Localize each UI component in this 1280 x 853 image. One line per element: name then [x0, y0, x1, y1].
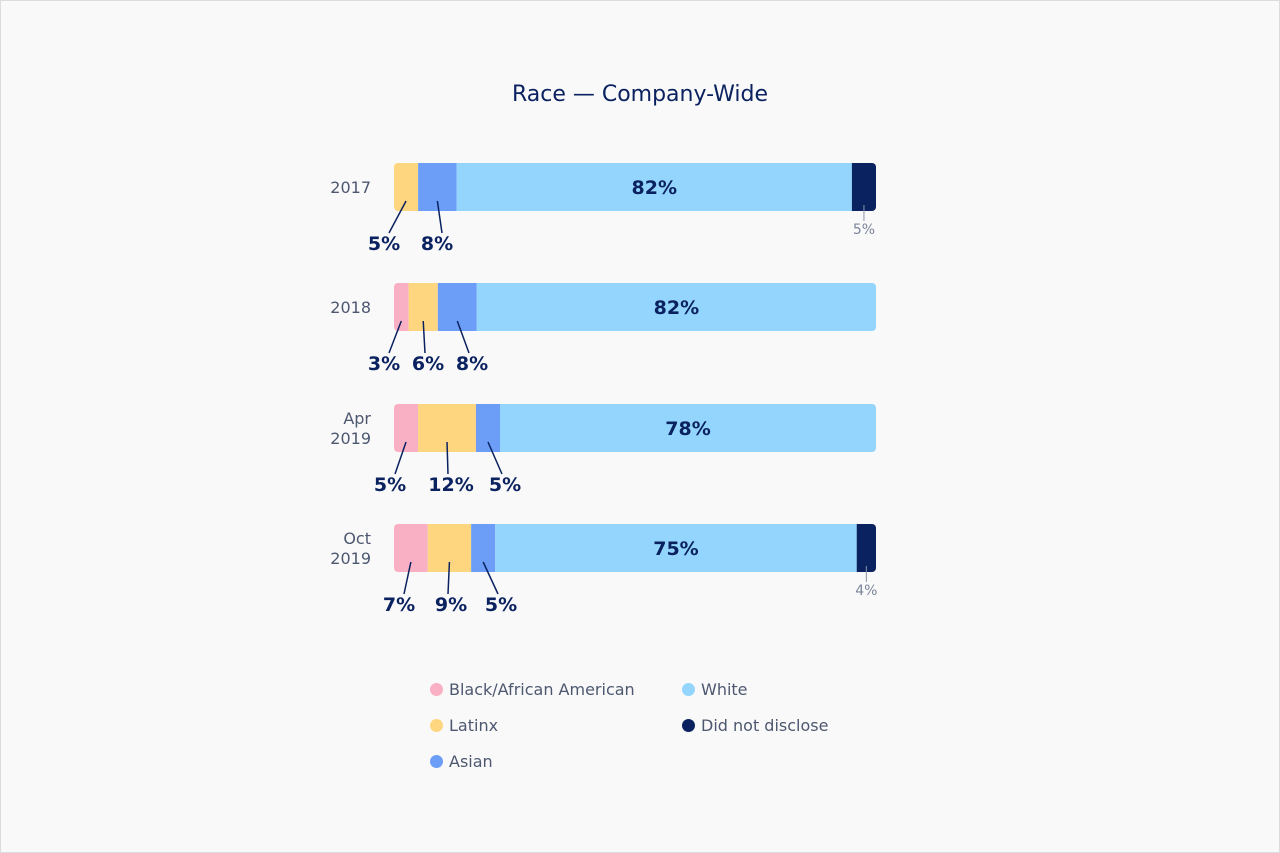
- data-label: 8%: [456, 353, 488, 375]
- legend-dot-icon: [430, 755, 443, 768]
- leader-line: [456, 320, 470, 354]
- bar-segment: [394, 163, 419, 211]
- bar-segment: [394, 283, 409, 331]
- bar-segment: [476, 283, 876, 331]
- legend-label: Did not disclose: [701, 716, 829, 735]
- data-label: 7%: [383, 594, 415, 616]
- data-label: 6%: [412, 353, 444, 375]
- category-label: Oct: [343, 529, 371, 548]
- bar-segment: [437, 283, 477, 331]
- data-label: 82%: [632, 177, 677, 199]
- category-label: 2019: [330, 429, 371, 448]
- data-label: 5%: [374, 474, 406, 496]
- legend-item: Asian: [430, 752, 493, 771]
- legend-item: Latinx: [430, 716, 498, 735]
- data-label: 9%: [435, 594, 467, 616]
- leader-line: [436, 200, 443, 234]
- legend-item: White: [682, 680, 748, 699]
- bar-segment: [856, 524, 876, 572]
- legend-dot-icon: [682, 683, 695, 696]
- leader-line: [394, 441, 407, 475]
- leader-line: [403, 561, 412, 595]
- bar-segment: [475, 404, 501, 452]
- category-label: 2019: [330, 549, 371, 568]
- data-label: 5%: [853, 222, 875, 238]
- legend-dot-icon: [430, 719, 443, 732]
- legend-item: Black/African American: [430, 680, 635, 699]
- leader-line: [422, 320, 426, 354]
- category-label: Apr: [343, 409, 371, 428]
- category-label: 2018: [330, 298, 371, 317]
- data-label: 12%: [428, 474, 473, 496]
- legend-label: Black/African American: [449, 680, 635, 699]
- data-label: 3%: [368, 353, 400, 375]
- leader-line: [388, 200, 407, 234]
- legend-dot-icon: [430, 683, 443, 696]
- bar-row: [394, 524, 876, 572]
- chart-title: Race — Company-Wide: [511, 82, 769, 107]
- leader-line: [487, 441, 503, 475]
- bar-segment: [456, 163, 852, 211]
- data-label: 75%: [653, 538, 698, 560]
- data-label: 5%: [485, 594, 517, 616]
- legend-label: Asian: [449, 752, 493, 771]
- bar-row: [394, 163, 876, 211]
- leader-line: [388, 320, 403, 354]
- category-label: 2017: [330, 178, 371, 197]
- bar-row: [394, 404, 876, 452]
- data-label: 4%: [855, 583, 877, 599]
- data-label: 82%: [654, 297, 699, 319]
- data-label: 78%: [665, 418, 710, 440]
- data-label: 5%: [368, 233, 400, 255]
- bar-segment: [495, 524, 857, 572]
- bar-segment: [394, 404, 419, 452]
- data-label: 5%: [489, 474, 521, 496]
- leader-line: [446, 441, 449, 475]
- bar-row: [394, 283, 876, 331]
- bar-segment: [500, 404, 876, 452]
- leader-line: [447, 561, 451, 595]
- leader-line: [482, 561, 499, 595]
- legend-item: Did not disclose: [682, 716, 828, 735]
- legend-dot-icon: [682, 719, 695, 732]
- bar-segment: [471, 524, 496, 572]
- legend-label: White: [701, 680, 748, 699]
- bar-segment: [851, 163, 876, 211]
- data-label: 8%: [421, 233, 453, 255]
- legend-label: Latinx: [449, 716, 499, 735]
